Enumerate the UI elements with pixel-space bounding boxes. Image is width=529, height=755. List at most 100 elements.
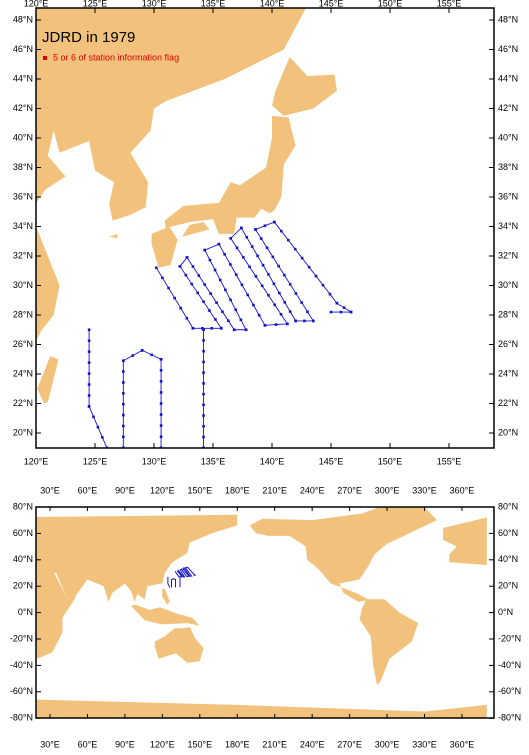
x-tick-label: 155°E [437,456,462,466]
station [306,310,309,314]
y-tick-label: 40°N [13,554,33,564]
landmass [37,356,59,404]
station [203,248,207,252]
station [294,319,297,323]
station [196,291,199,295]
y-tick-label: 24°N [13,368,33,378]
station [87,405,91,408]
station [254,275,258,278]
y-tick-label: 42°N [498,103,518,113]
y-tick-label: 40°N [13,132,33,142]
landmass [272,56,337,116]
station [202,339,205,342]
station [87,328,91,332]
y-tick-label: -20°N [10,633,33,643]
y-tick-label: 20°N [498,427,518,437]
station [259,237,263,240]
station [209,292,212,295]
y-tick-label: 30°N [13,280,33,290]
y-tick-label: 32°N [13,250,33,260]
landmass [151,226,178,268]
station [314,274,318,278]
station [159,391,163,394]
station [122,413,125,417]
station [274,323,278,326]
station [202,414,205,417]
station [173,296,176,300]
x-tick-label: 90°E [115,739,135,749]
station [267,273,270,276]
x-tick-label: 330°E [412,739,437,749]
y-tick-label: 80°N [13,501,33,511]
station [178,265,182,268]
station [96,425,100,429]
station [342,306,346,309]
y-tick-label: 0°N [18,607,33,617]
station [244,328,248,332]
map-title: JDRD in 1979 [42,29,135,46]
station [159,413,163,416]
station [227,319,230,323]
station [161,276,164,280]
global-map [36,507,487,718]
station [131,354,135,357]
legend-marker [43,56,47,60]
y-tick-label: 42°N [13,103,33,113]
station [307,265,311,269]
station [300,301,304,304]
y-tick-label: 44°N [498,73,518,83]
y-tick-label: 34°N [498,221,518,231]
x-tick-label: 150°E [187,739,212,749]
y-tick-label: 22°N [13,398,33,408]
station [184,273,188,277]
station [241,256,245,259]
station [272,282,276,286]
y-tick-label: 36°N [13,191,33,201]
station [288,310,292,313]
y-tick-label: -20°N [498,633,521,643]
station [239,318,243,322]
x-tick-label: 145°E [319,456,344,466]
station [329,310,333,314]
station [256,254,259,258]
x-tick-label: 120°E [24,456,49,466]
y-tick-label: 28°N [13,309,33,319]
station [202,371,205,374]
x-tick-label: 90°E [115,485,135,495]
station [208,309,211,312]
x-tick-label: 360°E [450,739,475,749]
station-track [167,566,196,588]
station [250,245,254,248]
station [335,301,339,305]
station [283,273,286,277]
station [286,322,289,326]
legend-label: 5 or 6 of station information flag [53,52,179,62]
y-tick-label: 20°N [13,427,33,437]
y-tick-label: 44°N [13,73,33,83]
station [349,310,353,314]
station [202,403,205,407]
x-tick-label: 180°E [225,739,250,749]
station [278,291,281,295]
station [224,288,227,292]
station [122,370,125,373]
station [273,303,277,307]
x-tick-label: 120°E [150,485,175,495]
x-tick-label: 125°E [83,456,108,466]
landmass [36,514,238,602]
y-tick-label: 40°N [498,132,518,142]
station [185,256,189,259]
landmass [36,8,306,341]
station [300,256,304,260]
station [87,383,91,386]
x-tick-label: 30°E [40,485,60,495]
station [202,382,205,385]
station [214,318,217,321]
landmass [249,507,437,686]
x-tick-label: 60°E [78,485,98,495]
station [248,265,251,269]
station [122,435,125,439]
station [202,424,205,428]
y-tick-label: 38°N [13,162,33,172]
y-tick-label: -60°N [498,686,521,696]
